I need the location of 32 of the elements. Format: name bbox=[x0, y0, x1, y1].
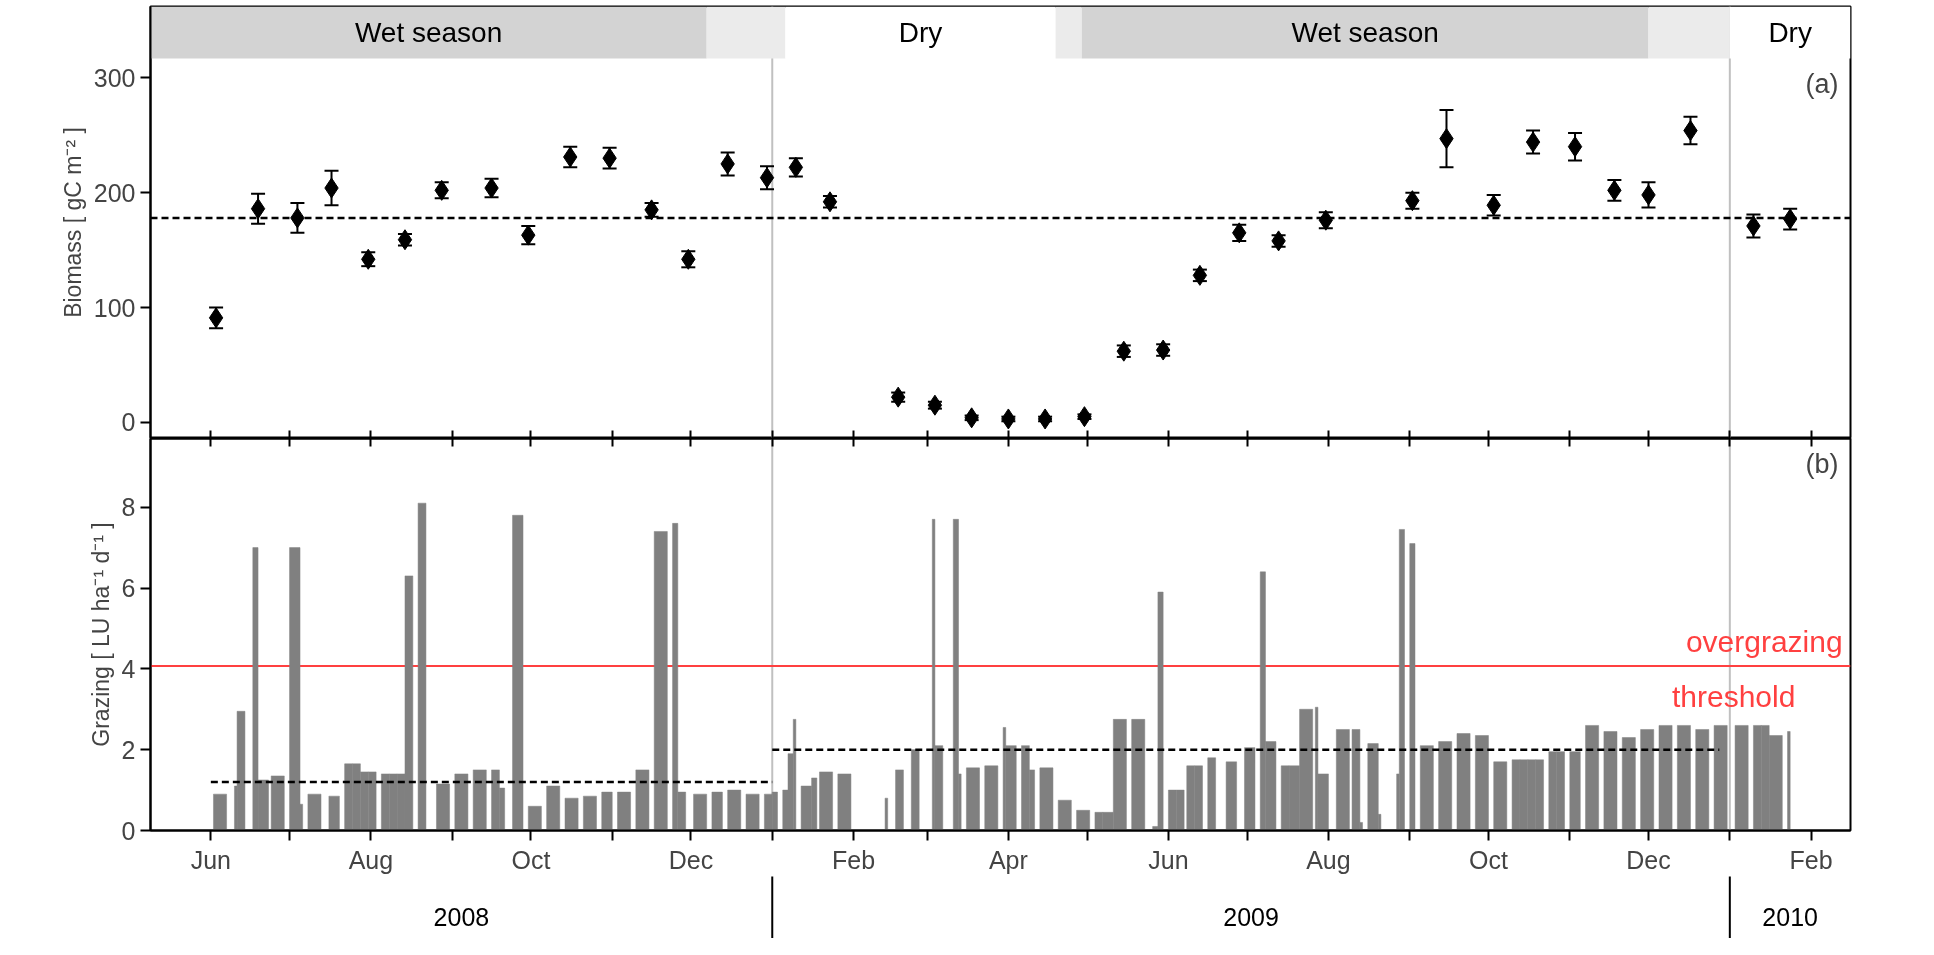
y-tick-label: 0 bbox=[121, 816, 136, 845]
y-tick-label: 2 bbox=[121, 735, 136, 764]
x-tick-label: Feb bbox=[832, 845, 876, 874]
y-tick-label: 6 bbox=[121, 574, 136, 603]
x-tick-label: Aug bbox=[348, 845, 394, 874]
y-tick-label: 8 bbox=[121, 493, 136, 522]
y-tick-label: 100 bbox=[93, 293, 136, 322]
y-axis-title: Grazing [ LU ha⁻¹ d⁻¹ ] bbox=[87, 522, 114, 747]
text: 2010 bbox=[1762, 902, 1818, 931]
x-tick-label: Jun bbox=[190, 845, 231, 874]
ref-line-label: overgrazing threshold bbox=[1671, 625, 1843, 714]
x-tick-label: Feb bbox=[1789, 845, 1833, 874]
band-label: Wet season bbox=[354, 17, 503, 48]
y-tick-label: 4 bbox=[121, 654, 136, 683]
x-tick-label: Aug bbox=[1306, 845, 1351, 874]
band-label: Wet season bbox=[1291, 17, 1439, 48]
x-tick-label: Oct bbox=[1469, 845, 1508, 874]
x-tick-label: Apr bbox=[988, 845, 1028, 874]
x-tick-label: Dec bbox=[668, 845, 714, 874]
band-label: Dry bbox=[1768, 17, 1812, 48]
annotation: (b) bbox=[1805, 448, 1839, 479]
x-tick-label: Jun bbox=[1148, 845, 1189, 874]
x-tick-label: Dec bbox=[1626, 845, 1671, 874]
band-label: Dry bbox=[898, 17, 943, 48]
annotation: (a) bbox=[1805, 68, 1839, 99]
x-tick-label: Oct bbox=[511, 845, 551, 874]
text: 2008 bbox=[433, 902, 490, 931]
y-tick-label: 300 bbox=[93, 63, 136, 92]
y-axis-title: Biomass [ gC m⁻² ] bbox=[59, 127, 86, 318]
y-tick-label: 200 bbox=[93, 178, 136, 207]
y-tick-label: 0 bbox=[121, 408, 136, 437]
text: 2009 bbox=[1223, 902, 1279, 931]
